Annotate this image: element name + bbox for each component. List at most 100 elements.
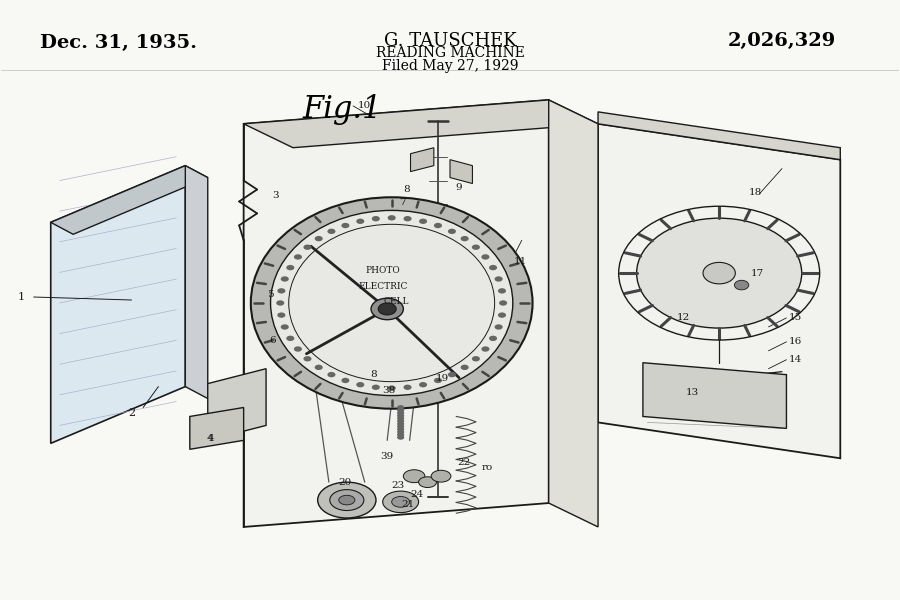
- Circle shape: [403, 385, 411, 390]
- Circle shape: [388, 385, 396, 391]
- Text: 5: 5: [267, 290, 274, 299]
- Circle shape: [434, 378, 442, 383]
- Polygon shape: [549, 100, 598, 527]
- Circle shape: [315, 365, 323, 370]
- Text: Dec. 31, 1935.: Dec. 31, 1935.: [40, 34, 196, 52]
- Circle shape: [397, 410, 404, 415]
- Ellipse shape: [392, 496, 410, 507]
- Circle shape: [403, 216, 411, 221]
- Text: 13: 13: [686, 388, 699, 397]
- Circle shape: [315, 236, 323, 241]
- Text: 2,026,329: 2,026,329: [728, 32, 836, 50]
- Polygon shape: [50, 166, 185, 443]
- Circle shape: [286, 335, 294, 341]
- Circle shape: [372, 216, 380, 221]
- Circle shape: [397, 416, 404, 421]
- Ellipse shape: [271, 211, 513, 395]
- Circle shape: [356, 382, 365, 388]
- Circle shape: [703, 262, 735, 284]
- Circle shape: [281, 277, 289, 281]
- Circle shape: [276, 300, 284, 305]
- Polygon shape: [643, 363, 787, 428]
- Circle shape: [388, 215, 396, 221]
- Circle shape: [277, 288, 285, 293]
- Circle shape: [461, 236, 469, 241]
- Polygon shape: [190, 407, 244, 449]
- Circle shape: [448, 229, 456, 234]
- Text: 10: 10: [358, 101, 372, 110]
- Text: 16: 16: [788, 337, 802, 346]
- Circle shape: [734, 280, 749, 290]
- Text: ELECTRIC: ELECTRIC: [358, 282, 408, 291]
- Text: 8: 8: [371, 370, 377, 379]
- Text: 18: 18: [749, 188, 761, 197]
- Text: 4: 4: [208, 434, 215, 443]
- Circle shape: [397, 427, 404, 431]
- Text: 23: 23: [392, 481, 405, 490]
- Text: 9: 9: [455, 183, 463, 192]
- Polygon shape: [50, 166, 208, 235]
- Circle shape: [498, 313, 506, 318]
- Text: 17: 17: [752, 269, 764, 278]
- Polygon shape: [185, 166, 208, 398]
- Text: 38: 38: [382, 386, 396, 395]
- Circle shape: [286, 265, 294, 270]
- Circle shape: [294, 254, 302, 260]
- Circle shape: [371, 298, 403, 320]
- Circle shape: [434, 223, 442, 228]
- Ellipse shape: [403, 470, 425, 482]
- Text: 2: 2: [128, 409, 135, 418]
- Circle shape: [397, 408, 404, 413]
- Ellipse shape: [338, 495, 355, 505]
- Circle shape: [500, 300, 508, 305]
- Polygon shape: [244, 100, 549, 527]
- Text: PHOTO: PHOTO: [365, 266, 400, 275]
- Ellipse shape: [636, 218, 802, 328]
- Polygon shape: [450, 160, 472, 184]
- Text: 20: 20: [338, 478, 352, 487]
- Polygon shape: [208, 368, 266, 440]
- Circle shape: [328, 229, 336, 234]
- Circle shape: [461, 365, 469, 370]
- Text: 24: 24: [410, 490, 423, 499]
- Circle shape: [482, 254, 490, 260]
- Text: Filed May 27, 1929: Filed May 27, 1929: [382, 59, 518, 73]
- Circle shape: [482, 346, 490, 352]
- Circle shape: [397, 435, 404, 440]
- Ellipse shape: [318, 482, 376, 518]
- Text: 4: 4: [207, 434, 214, 443]
- Text: 19: 19: [436, 374, 449, 383]
- Circle shape: [397, 424, 404, 429]
- Text: 14: 14: [788, 355, 802, 364]
- Polygon shape: [244, 100, 598, 148]
- Text: 6: 6: [269, 336, 275, 345]
- Text: 8: 8: [403, 185, 410, 194]
- Text: G. TAUSCHEK: G. TAUSCHEK: [383, 32, 517, 50]
- Circle shape: [294, 346, 302, 352]
- Text: 12: 12: [677, 313, 690, 322]
- Circle shape: [489, 265, 497, 270]
- Ellipse shape: [251, 197, 533, 409]
- Circle shape: [341, 223, 349, 228]
- Polygon shape: [410, 148, 434, 172]
- Text: 39: 39: [381, 452, 394, 461]
- Circle shape: [341, 378, 349, 383]
- Circle shape: [277, 313, 285, 318]
- Ellipse shape: [382, 491, 418, 512]
- Circle shape: [397, 421, 404, 426]
- Circle shape: [397, 405, 404, 410]
- Ellipse shape: [329, 490, 364, 511]
- Circle shape: [489, 335, 497, 341]
- Circle shape: [495, 324, 502, 329]
- Text: 3: 3: [273, 191, 279, 200]
- Circle shape: [419, 218, 428, 224]
- Circle shape: [397, 419, 404, 424]
- Polygon shape: [598, 112, 841, 160]
- Circle shape: [495, 277, 502, 281]
- Circle shape: [281, 324, 289, 329]
- Circle shape: [372, 385, 380, 390]
- Circle shape: [378, 303, 396, 315]
- Circle shape: [472, 356, 480, 361]
- Text: ro: ro: [482, 463, 493, 472]
- Ellipse shape: [431, 470, 451, 482]
